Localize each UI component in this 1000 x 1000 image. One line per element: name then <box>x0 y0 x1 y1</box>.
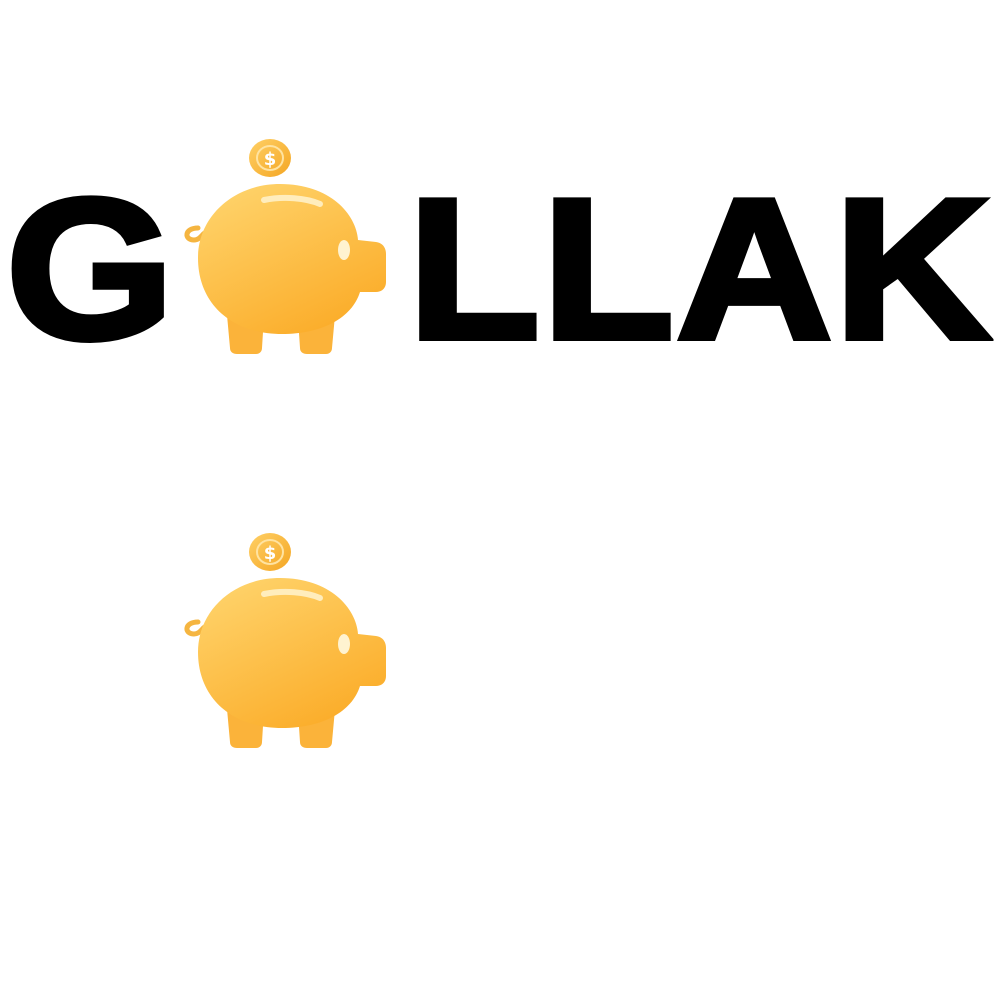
piggy-bank-coin-icon: $ <box>180 136 390 356</box>
piggy-bank-coin-icon-standalone: $ <box>180 530 390 750</box>
svg-text:$: $ <box>264 543 277 564</box>
svg-text:$: $ <box>264 149 277 170</box>
gollak-wordmark-logo: G LLAK <box>0 130 1000 373</box>
wordmark-letter-g: G <box>3 158 177 381</box>
wordmark-letters-llak: LLAK <box>405 158 994 381</box>
